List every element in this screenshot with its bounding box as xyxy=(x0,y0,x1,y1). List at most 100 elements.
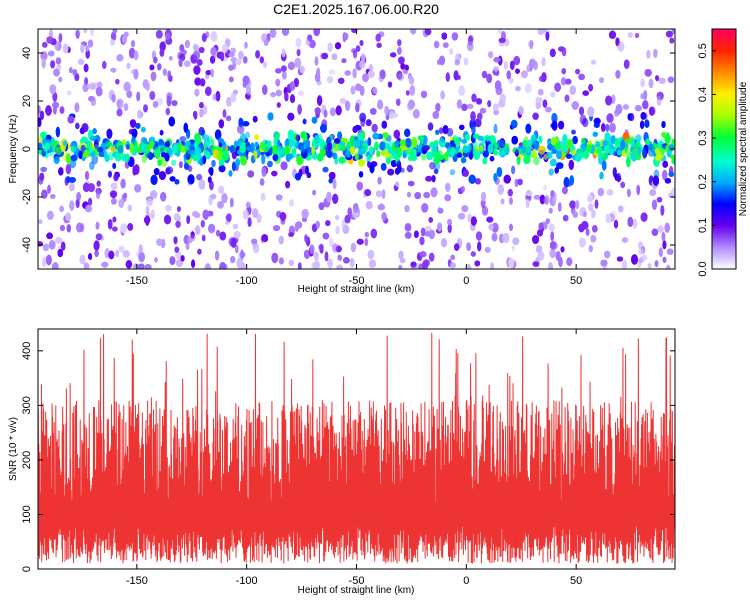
spectrogram-cell xyxy=(314,107,321,115)
spectrogram-cell xyxy=(191,259,196,268)
spectrogram-cell xyxy=(199,109,204,118)
spectrogram-cell xyxy=(55,236,63,244)
spectrogram-cell xyxy=(52,91,58,102)
spectrogram-cell xyxy=(152,101,159,108)
spectrogram-cell xyxy=(656,95,662,107)
spectrogram-cell xyxy=(510,60,515,70)
spectrogram-cell xyxy=(659,147,665,154)
spectrogram-cell xyxy=(490,262,494,269)
spectrogram-cell xyxy=(461,157,467,164)
spectrogram-cell xyxy=(397,39,402,47)
spectrogram-cell xyxy=(229,197,234,208)
spectrogram-cell xyxy=(184,40,190,48)
spectrogram-cell xyxy=(228,76,234,83)
spectrogram-cell xyxy=(59,205,64,212)
spectrogram-cell xyxy=(466,103,474,110)
spectrogram-cell xyxy=(410,29,417,35)
spectrogram-cell xyxy=(278,235,284,245)
spectrogram-cell xyxy=(430,187,438,198)
spectrogram-cell xyxy=(122,250,130,258)
spectrogram-cell xyxy=(46,36,54,44)
spectrogram-cell xyxy=(387,81,393,88)
spectrogram-cell xyxy=(477,112,483,121)
spectrogram-cell xyxy=(582,90,589,96)
spectrogram-cell xyxy=(242,121,250,127)
spectrogram-cell xyxy=(288,232,295,238)
spectrogram-cell xyxy=(175,259,183,268)
spectrogram-cell xyxy=(631,254,638,265)
spectrogram-cell xyxy=(511,245,516,251)
spectrogram-cell xyxy=(205,86,212,96)
spectrogram-cell xyxy=(572,211,579,218)
spectrogram-cell xyxy=(129,47,136,59)
spectrogram-cell xyxy=(126,144,131,150)
spectrogram-cell xyxy=(218,185,225,194)
spectrogram-cell xyxy=(487,143,494,154)
spectrogram-cell xyxy=(562,186,568,195)
spectrogram-cell xyxy=(404,232,412,239)
spectrogram-cell xyxy=(609,122,616,133)
spectrogram-cell xyxy=(50,60,55,69)
spectrogram-cell xyxy=(157,159,162,166)
spectrogram-cell xyxy=(463,169,469,177)
spectrogram-cell xyxy=(374,141,379,151)
spectrogram-cell xyxy=(333,141,340,152)
spectrogram-cell xyxy=(377,99,384,110)
spectrogram-cell xyxy=(312,189,317,196)
spectrogram-cell xyxy=(468,150,474,160)
spectrogram-cell xyxy=(408,99,415,109)
spectrogram-cell xyxy=(200,78,206,87)
spectrogram-cell xyxy=(215,250,220,261)
spectrogram-cell xyxy=(572,136,578,145)
spectrogram-cell xyxy=(433,40,440,49)
spectrogram-cell xyxy=(294,57,302,68)
spectrogram-cell xyxy=(192,155,198,162)
spectrogram-cell xyxy=(112,226,118,232)
spectrogram-cell xyxy=(65,176,71,184)
spectrogram-cell xyxy=(512,237,520,245)
spectrogram-cell xyxy=(500,198,505,205)
spectrogram-cell xyxy=(252,208,259,218)
spectrogram-cell xyxy=(38,105,41,114)
spectrogram-cell xyxy=(185,140,190,151)
spectrogram-cell xyxy=(62,43,69,54)
spectrogram-cell xyxy=(320,123,327,133)
spectrogram-cell xyxy=(665,30,673,38)
spectrogram-cell xyxy=(626,188,631,198)
spectrogram-cell xyxy=(644,69,652,77)
spectrogram-cell xyxy=(550,241,556,250)
spectrogram-cell xyxy=(79,254,86,265)
spectrogram-cell xyxy=(351,48,357,54)
spectrogram-cell xyxy=(295,173,301,181)
spectrogram-cell xyxy=(377,176,382,185)
spectrogram-cell xyxy=(437,208,444,214)
spectrogram-cell xyxy=(608,30,617,39)
spectrogram-cell xyxy=(561,68,566,75)
spectrogram-cell xyxy=(309,244,315,255)
spectrogram-cell xyxy=(177,206,181,212)
spectrogram-cell xyxy=(190,54,198,64)
spectrogram-cell xyxy=(532,261,540,267)
spectrogram-cell xyxy=(471,93,477,103)
spectrogram-cell xyxy=(68,177,76,183)
spectrogram-cell xyxy=(313,260,320,269)
spectrogram-cell xyxy=(339,97,347,104)
spectrogram-cell xyxy=(602,160,607,171)
spectrogram-cell xyxy=(587,194,593,203)
spectrogram-cell xyxy=(297,90,305,96)
spectrogram-cell xyxy=(404,128,411,137)
spectrogram-cell xyxy=(165,167,171,175)
spectrogram-cell xyxy=(48,50,55,57)
spectrogram-cell xyxy=(486,216,494,223)
spectrogram-cell xyxy=(545,106,552,113)
spectrogram-cell xyxy=(38,219,43,225)
spectrogram-cell xyxy=(588,245,593,253)
spectrogram-cell xyxy=(618,205,624,213)
spectrogram-cell xyxy=(84,170,90,181)
spectrogram-cell xyxy=(666,264,671,269)
spectrogram-cell xyxy=(329,107,336,117)
spectrogram-cell xyxy=(111,198,117,205)
spectrogram-cell xyxy=(599,171,604,180)
spectrogram-cell xyxy=(120,178,126,189)
spectrogram-cell xyxy=(271,145,278,156)
